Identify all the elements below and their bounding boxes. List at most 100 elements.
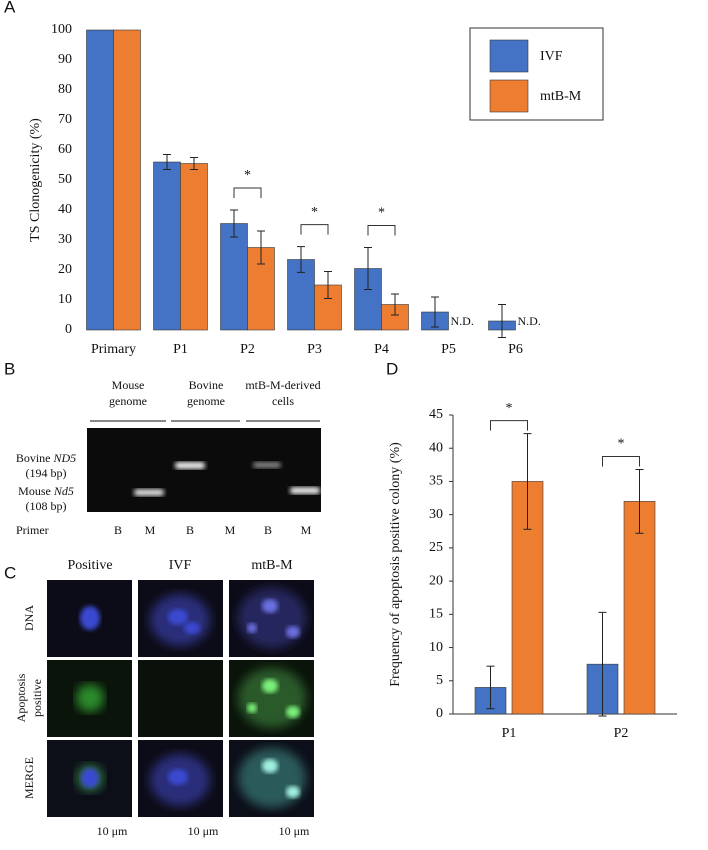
primer: M bbox=[145, 523, 156, 537]
y-tick-label: 50 bbox=[58, 172, 72, 187]
legend-label: mtB-M bbox=[540, 89, 582, 104]
gel-group-label: genome bbox=[109, 394, 147, 408]
significance-mark: * bbox=[506, 401, 513, 416]
column-label: Positive bbox=[67, 558, 112, 573]
band-label-name: Mouse bbox=[18, 484, 51, 498]
error-bar bbox=[486, 665, 495, 710]
micrographs bbox=[47, 580, 314, 822]
y-tick-label: 35 bbox=[429, 474, 443, 489]
band-size: (108 bp) bbox=[26, 499, 67, 513]
gel-group-label: genome bbox=[187, 394, 225, 408]
band-label-gene: Nd5 bbox=[53, 484, 74, 498]
error-bar bbox=[523, 433, 532, 530]
y-axis-title: TS Clonogenicity (%) bbox=[28, 118, 43, 242]
band-label-gene: ND5 bbox=[53, 451, 77, 465]
significance-mark: * bbox=[378, 206, 385, 221]
y-axis-title: Frequency of apoptosis positive colony (… bbox=[388, 442, 403, 687]
bar bbox=[113, 29, 141, 331]
x-tick-label: P4 bbox=[374, 342, 389, 357]
row-label: MERGE bbox=[22, 757, 36, 799]
y-tick-label: 10 bbox=[429, 640, 443, 655]
bar bbox=[247, 247, 275, 331]
error-bar bbox=[163, 154, 171, 170]
gel-image bbox=[87, 420, 321, 512]
y-tick-label: 70 bbox=[58, 112, 72, 127]
x-tick-label: P6 bbox=[508, 342, 523, 357]
y-tick-label: 10 bbox=[58, 292, 72, 307]
primer-label: Primer bbox=[16, 523, 49, 537]
y-tick-label: 40 bbox=[58, 202, 72, 217]
scale-bar-label: 10 μm bbox=[188, 824, 219, 838]
legend-swatch bbox=[489, 39, 529, 73]
y-tick-label: 60 bbox=[58, 142, 72, 157]
y-tick-label: 100 bbox=[51, 22, 72, 37]
value-label: N.D. bbox=[518, 314, 541, 328]
primer: M bbox=[301, 523, 312, 537]
error-bar bbox=[190, 157, 198, 170]
bar bbox=[623, 501, 656, 715]
error-bar bbox=[431, 296, 439, 328]
y-tick-label: 0 bbox=[65, 322, 72, 337]
gel-group-label: cells bbox=[272, 394, 294, 408]
error-bar bbox=[598, 611, 607, 717]
x-tick-label: P5 bbox=[441, 342, 456, 357]
y-tick-label: 15 bbox=[429, 607, 443, 622]
significance-bracket bbox=[490, 420, 528, 431]
column-label: mtB-M bbox=[251, 558, 293, 573]
x-tick-label: P2 bbox=[240, 342, 255, 357]
error-bar bbox=[635, 468, 644, 534]
error-bar bbox=[498, 304, 506, 338]
band-label: Bovine ND5 bbox=[16, 451, 76, 465]
error-bar bbox=[230, 209, 238, 238]
primer: B bbox=[264, 523, 272, 537]
panel-label: B bbox=[4, 359, 15, 378]
significance-bracket bbox=[602, 455, 640, 467]
x-tick-label: Primary bbox=[91, 342, 136, 357]
y-tick-label: 25 bbox=[429, 540, 443, 555]
y-tick-label: 20 bbox=[429, 573, 443, 588]
error-bar bbox=[257, 230, 265, 265]
panel-label: D bbox=[386, 359, 398, 378]
significance-bracket bbox=[300, 224, 329, 235]
x-tick-label: P2 bbox=[614, 726, 629, 741]
bar bbox=[180, 163, 208, 331]
x-tick-label: P1 bbox=[502, 726, 517, 741]
gel-group-label: mtB-M-derived bbox=[245, 378, 320, 392]
legend-swatch bbox=[489, 79, 529, 113]
x-tick-label: P3 bbox=[307, 342, 322, 357]
significance-mark: * bbox=[244, 168, 251, 183]
y-tick-label: 20 bbox=[58, 262, 72, 277]
primer: B bbox=[186, 523, 194, 537]
scale-bar-label: 10 μm bbox=[97, 824, 128, 838]
gel-group-label: Mouse bbox=[112, 378, 145, 392]
error-bar bbox=[391, 293, 399, 316]
column-label: IVF bbox=[169, 558, 192, 573]
significance-bracket bbox=[367, 225, 396, 236]
y-tick-label: 5 bbox=[436, 673, 443, 688]
x-tick-label: P1 bbox=[173, 342, 188, 357]
bar bbox=[220, 223, 248, 331]
value-label: N.D. bbox=[451, 314, 474, 328]
error-bar bbox=[297, 246, 305, 273]
error-bar bbox=[364, 247, 372, 290]
bar bbox=[86, 29, 114, 331]
significance-bracket bbox=[233, 187, 262, 198]
bar bbox=[153, 161, 181, 331]
significance-mark: * bbox=[311, 205, 318, 220]
primer: B bbox=[114, 523, 122, 537]
row-label: Apoptosis bbox=[14, 673, 28, 722]
legend: IVF mtB-M bbox=[469, 27, 604, 121]
legend-label: IVF bbox=[540, 49, 563, 64]
panel-label: C bbox=[4, 563, 16, 582]
band-label-name: Bovine bbox=[16, 451, 51, 465]
y-tick-label: 30 bbox=[58, 232, 72, 247]
gel-group-label: Bovine bbox=[189, 378, 224, 392]
y-tick-label: 90 bbox=[58, 52, 72, 67]
row-label: positive bbox=[30, 679, 44, 717]
y-tick-label: 45 bbox=[429, 407, 443, 422]
y-tick-label: 80 bbox=[58, 82, 72, 97]
scale-bar-label: 10 μm bbox=[279, 824, 310, 838]
band-size: (194 bp) bbox=[26, 466, 67, 480]
primer: M bbox=[225, 523, 236, 537]
